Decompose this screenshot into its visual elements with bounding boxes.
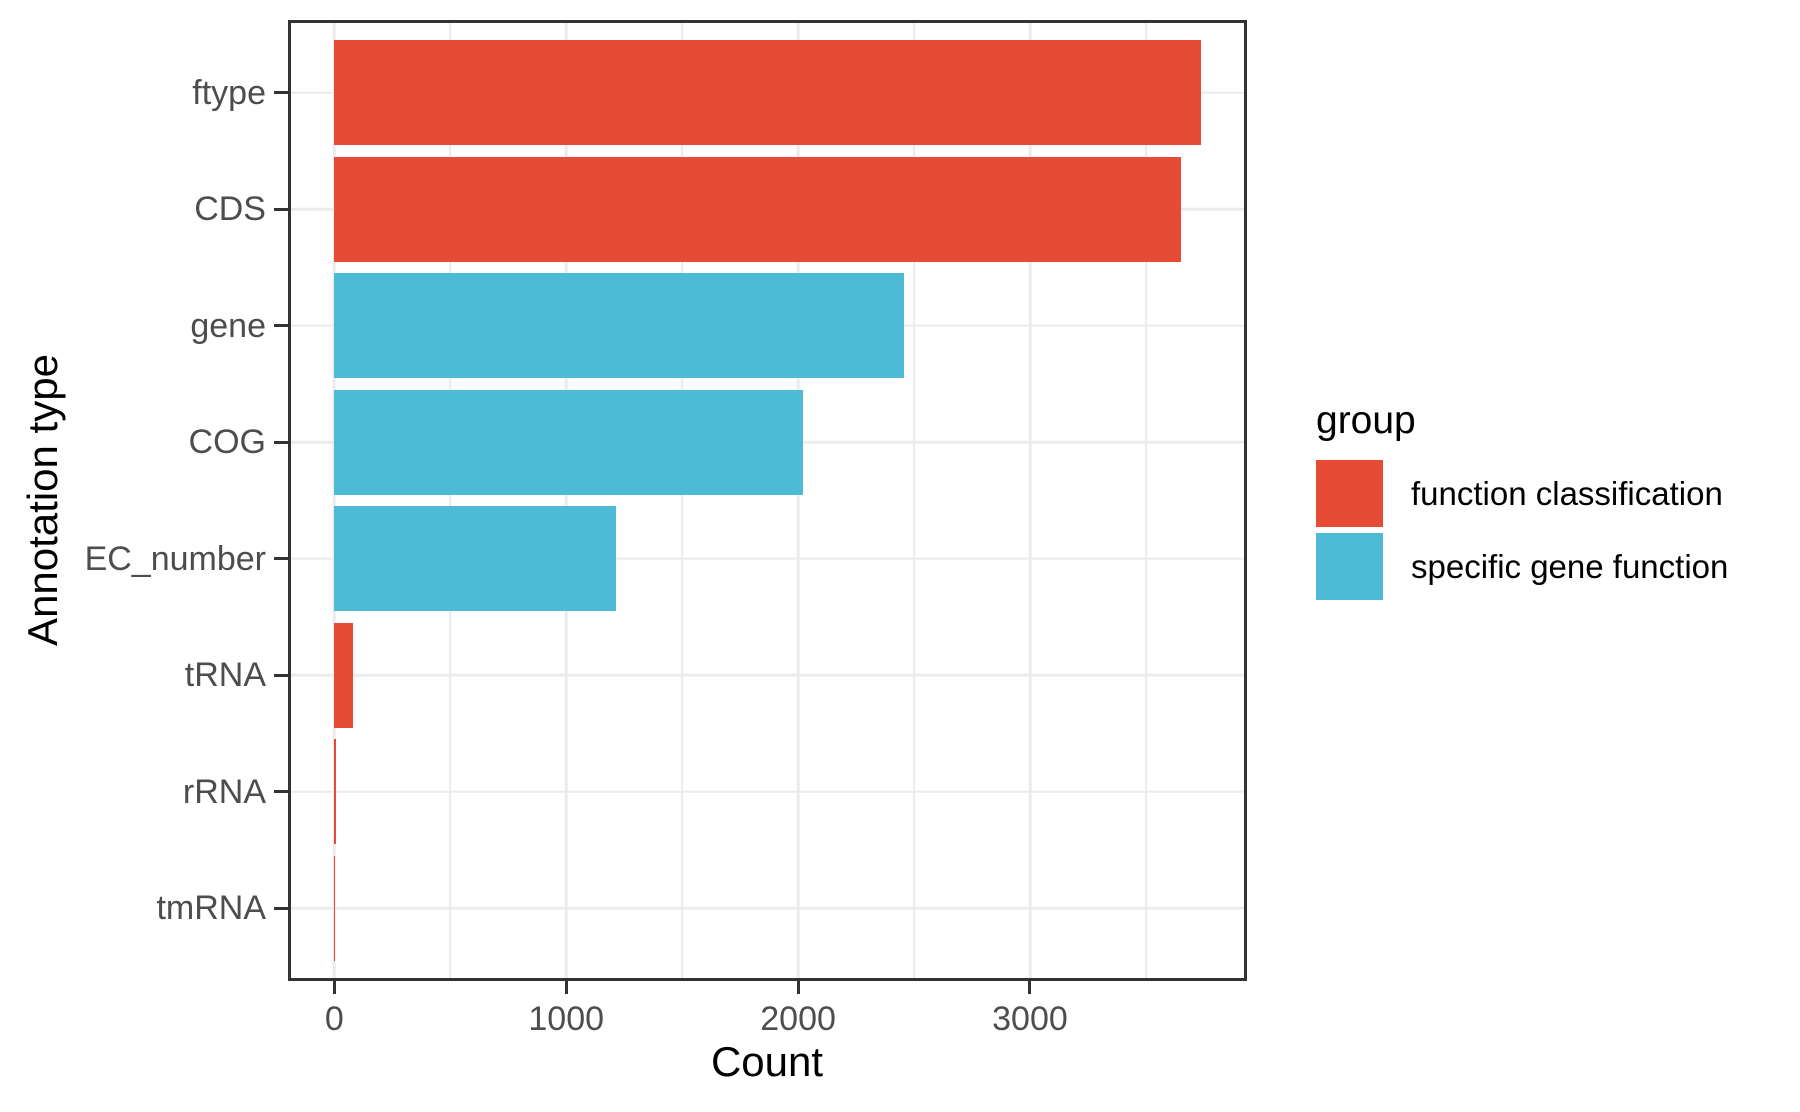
minor-gridline [681,23,684,978]
bar-rRNA [334,739,336,845]
y-tick-label-rRNA: rRNA [182,772,266,811]
category-gridline [291,790,1244,793]
minor-gridline [449,23,452,978]
y-axis-title: Annotation type [18,354,66,646]
y-tick-mark [274,91,288,95]
x-tick-label: 1000 [528,1000,605,1038]
bar-COG [334,389,803,495]
bar-tRNA [334,622,353,728]
category-gridline [291,557,1244,561]
bar-ftype [334,40,1201,146]
y-tick-mark [274,673,288,677]
bar-EC_number [334,506,617,612]
x-tick-mark [332,981,336,994]
legend-swatch [1316,532,1383,600]
x-axis-title: Count [710,1038,824,1085]
y-tick-label-tRNA: tRNA [184,656,266,695]
legend-item: specific gene function [1316,532,1729,600]
x-tick-label: 2000 [760,1000,836,1038]
y-tick-label-EC_number: EC_number [84,539,266,578]
major-gridline [564,23,568,978]
major-gridline [333,23,336,978]
y-tick-label-gene: gene [190,306,266,345]
y-tick-label-ftype: ftype [192,73,266,112]
x-tick-mark [564,981,568,994]
legend-title: group [1316,399,1416,442]
major-gridline [796,23,800,978]
y-tick-mark [274,790,288,794]
major-gridline [1028,23,1032,978]
minor-gridline [913,23,915,978]
bar-CDS [334,156,1181,262]
y-tick-label-CDS: CDS [194,190,266,229]
x-tick-label: 3000 [992,1000,1068,1038]
minor-gridline [1145,23,1147,978]
y-tick-mark [274,207,288,211]
plot-panel [288,20,1247,981]
bar-gene [334,273,904,379]
x-tick-mark [1028,981,1032,994]
x-tick-mark [796,981,800,994]
category-gridline [291,906,1244,910]
legend-item-label: specific gene function [1411,547,1729,585]
y-tick-mark [274,906,288,910]
category-gridline [291,673,1244,677]
legend-item-label: function classification [1411,474,1723,512]
y-tick-mark [274,324,288,328]
y-tick-label-tmRNA: tmRNA [156,889,266,928]
legend-items: function classification specific gene fun… [1316,459,1729,600]
y-tick-mark [274,440,288,444]
legend-swatch [1316,459,1383,527]
legend-item: function classification [1316,459,1728,527]
x-tick-label: 0 [324,1000,344,1038]
y-tick-mark [274,557,288,561]
legend: group function classification specific ge… [1316,399,1729,600]
y-tick-label-COG: COG [188,423,266,462]
